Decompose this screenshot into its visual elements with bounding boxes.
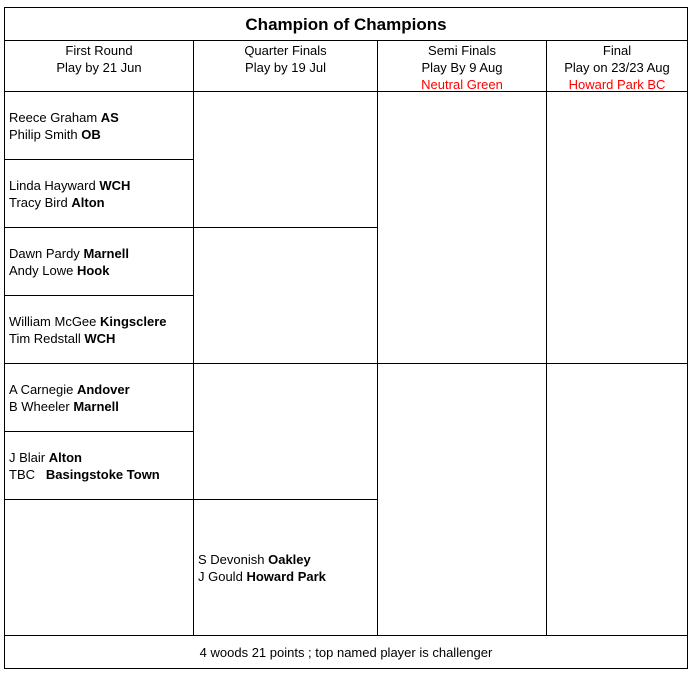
footer-note: 4 woods 21 points ; top named player is … xyxy=(199,644,493,660)
empty-cell xyxy=(4,499,194,636)
player-line: Dawn Pardy Marnell xyxy=(9,245,129,261)
round-label: Final xyxy=(602,43,632,58)
qf-match-cell: S Devonish Oakley J Gould Howard Park xyxy=(193,499,378,636)
qf-cell xyxy=(193,91,378,228)
player-line: J Gould Howard Park xyxy=(198,568,326,584)
match-cell: Linda Hayward WCH Tracy Bird Alton xyxy=(4,159,194,228)
match-cell: J Blair Alton TBC Basingstoke Town xyxy=(4,431,194,500)
round-label: Semi Finals xyxy=(428,43,496,58)
player-line: A Carnegie Andover xyxy=(9,381,130,397)
page-title: Champion of Champions xyxy=(245,14,447,34)
final-cell xyxy=(546,91,688,364)
player-line: J Blair Alton xyxy=(9,449,82,465)
title-cell: Champion of Champions xyxy=(4,7,688,41)
sf-cell xyxy=(377,363,547,636)
header-final: Final Play on 23/23 Aug Howard Park BC xyxy=(546,40,688,92)
match-cell: Dawn Pardy Marnell Andy Lowe Hook xyxy=(4,227,194,296)
player-line: B Wheeler Marnell xyxy=(9,398,119,414)
player-line: TBC Basingstoke Town xyxy=(9,466,160,482)
qf-cell xyxy=(193,227,378,364)
round-label: First Round xyxy=(65,43,133,58)
player-line: Tracy Bird Alton xyxy=(9,194,105,210)
final-cell xyxy=(546,363,688,636)
match-cell: William McGee Kingsclere Tim Redstall WC… xyxy=(4,295,194,364)
match-cell: A Carnegie Andover B Wheeler Marnell xyxy=(4,363,194,432)
player-line: Linda Hayward WCH xyxy=(9,177,131,193)
header-first-round: First Round Play by 21 Jun xyxy=(4,40,194,92)
player-line: Tim Redstall WCH xyxy=(9,330,116,346)
round-deadline: Play by 21 Jun xyxy=(56,60,142,75)
round-deadline: Play By 9 Aug xyxy=(421,60,503,75)
match-cell: Reece Graham AS Philip Smith OB xyxy=(4,91,194,160)
player-line: William McGee Kingsclere xyxy=(9,313,167,329)
round-deadline: Play by 19 Jul xyxy=(245,60,326,75)
header-quarter-finals: Quarter Finals Play by 19 Jul xyxy=(193,40,378,92)
player-line: S Devonish Oakley xyxy=(198,551,311,567)
round-deadline: Play on 23/23 Aug xyxy=(564,60,670,75)
player-line: Andy Lowe Hook xyxy=(9,262,110,278)
round-venue: Howard Park BC xyxy=(568,77,666,92)
round-venue: Neutral Green xyxy=(421,77,503,92)
player-line: Philip Smith OB xyxy=(9,126,101,142)
player-line: Reece Graham AS xyxy=(9,109,119,125)
footer-cell: 4 woods 21 points ; top named player is … xyxy=(4,635,688,669)
sf-cell xyxy=(377,91,547,364)
round-label: Quarter Finals xyxy=(244,43,327,58)
qf-cell xyxy=(193,363,378,500)
header-semi-finals: Semi Finals Play By 9 Aug Neutral Green xyxy=(377,40,547,92)
